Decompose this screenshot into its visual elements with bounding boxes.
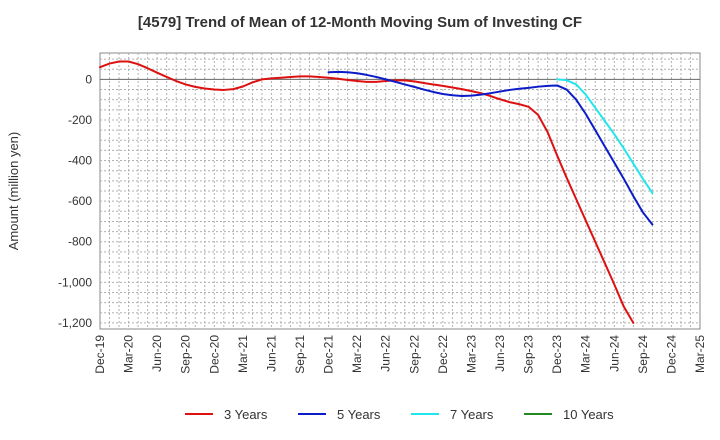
y-tick-label: -200 (68, 113, 92, 127)
x-tick-label: Dec-22 (436, 335, 450, 374)
x-tick-label: Dec-21 (322, 335, 336, 374)
x-tick-label: Sep-24 (636, 335, 650, 374)
x-tick-label: Dec-23 (550, 335, 564, 374)
y-tick-label: -1,000 (58, 275, 92, 289)
series-lines (99, 60, 654, 324)
x-tick-label: Jun-22 (379, 335, 393, 372)
x-tick-label: Sep-23 (522, 335, 536, 374)
legend-label: 3 Years (224, 407, 268, 422)
y-axis-ticks: 0 -200 -400 -600 -800 -1,000 -1,200 (58, 72, 92, 330)
y-axis-title: Amount (million yen) (6, 132, 21, 251)
x-tick-label: Mar-25 (693, 335, 707, 373)
x-tick-label: Mar-24 (579, 335, 593, 373)
x-tick-label: Jun-21 (264, 335, 278, 372)
x-tick-label: Sep-22 (407, 335, 421, 374)
legend: 3 Years 5 Years 7 Years 10 Years (185, 407, 614, 422)
series-line-5-years (327, 70, 654, 226)
y-tick-label: -800 (68, 235, 92, 249)
x-tick-label: Mar-20 (122, 335, 136, 373)
x-axis-ticks: Dec-19 Mar-20 Jun-20 Sep-20 Dec-20 Mar-21 Jun-… (93, 335, 707, 374)
y-tick-label: -600 (68, 194, 92, 208)
chart-title: [4579] Trend of Mean of 12-Month Moving … (137, 14, 583, 31)
x-tick-label: Mar-23 (464, 335, 478, 373)
x-tick-label: Dec-24 (664, 335, 678, 374)
x-tick-label: Sep-20 (179, 335, 193, 374)
x-tick-label: Sep-21 (293, 335, 307, 374)
y-tick-label: -1,200 (58, 316, 92, 330)
grid (100, 53, 700, 329)
legend-label: 7 Years (450, 407, 494, 422)
series-line-3-years (99, 60, 635, 324)
x-tick-label: Dec-19 (93, 335, 107, 374)
legend-label: 5 Years (337, 407, 381, 422)
legend-label: 10 Years (563, 407, 614, 422)
x-tick-label: Mar-22 (350, 335, 364, 373)
y-tick-label: -400 (68, 154, 92, 168)
x-tick-label: Dec-20 (207, 335, 221, 374)
x-tick-label: Mar-21 (236, 335, 250, 373)
x-tick-label: Jun-24 (607, 335, 621, 372)
series-line-7-years (556, 78, 654, 195)
x-tick-label: Jun-20 (150, 335, 164, 372)
x-tick-label: Jun-23 (493, 335, 507, 372)
y-tick-label: 0 (85, 72, 92, 86)
